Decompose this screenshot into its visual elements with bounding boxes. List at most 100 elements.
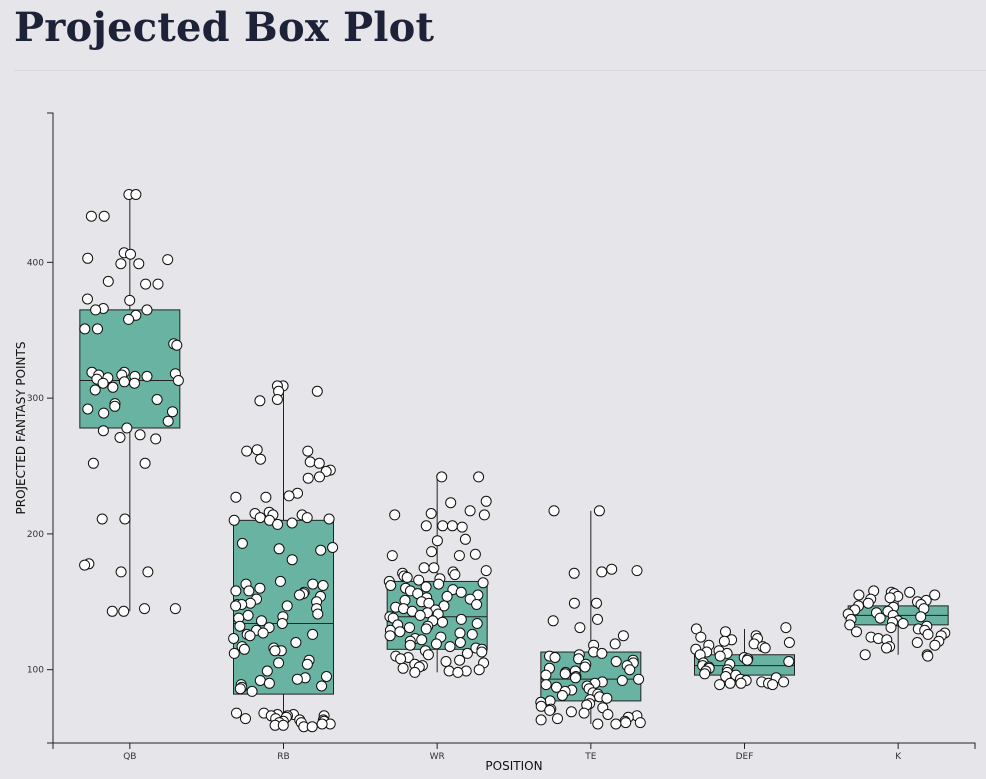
point-rb <box>228 647 240 659</box>
point-rb <box>277 719 289 731</box>
point-qb <box>123 313 135 325</box>
point-qb <box>98 407 110 419</box>
axes: 100 200 300 400 QB RB WR TE DEF K <box>27 112 976 762</box>
point-te <box>620 717 632 729</box>
point-wr <box>441 590 453 602</box>
point-wr <box>459 533 471 545</box>
point-qb <box>118 605 130 617</box>
point-wr <box>471 599 483 610</box>
point-qb <box>139 457 151 469</box>
data-points <box>79 189 951 733</box>
point-qb <box>140 278 152 290</box>
point-wr <box>477 577 489 589</box>
point-rb <box>260 491 272 503</box>
point-wr <box>473 664 485 676</box>
point-te <box>570 672 581 684</box>
point-rb <box>272 518 284 530</box>
point-rb <box>276 618 288 629</box>
point-qb <box>106 605 118 617</box>
x-tick-label-te: TE <box>584 752 596 762</box>
point-def <box>783 637 795 648</box>
point-rb <box>314 471 325 483</box>
point-qb <box>114 432 126 443</box>
y-axis-title: PROJECTED FANTASY POINTS <box>14 342 28 515</box>
point-rb <box>273 543 285 555</box>
point-rb <box>251 444 263 456</box>
point-qb <box>162 415 174 427</box>
point-def <box>699 668 711 680</box>
point-qb <box>167 406 178 418</box>
point-qb <box>97 377 109 389</box>
x-axis-line <box>52 742 976 749</box>
point-rb <box>301 512 313 524</box>
title-divider <box>14 70 986 71</box>
point-k <box>859 649 871 661</box>
point-qb <box>150 433 162 445</box>
point-te <box>634 717 646 729</box>
x-tick-label-k: K <box>895 752 902 762</box>
point-rb <box>307 578 319 590</box>
point-wr <box>440 656 452 667</box>
point-wr <box>446 520 458 532</box>
x-tick-label-qb: QB <box>123 752 136 762</box>
point-k <box>922 650 934 662</box>
point-rb <box>286 517 298 529</box>
point-wr <box>480 565 492 577</box>
point-te <box>579 661 591 673</box>
point-qb <box>162 254 174 266</box>
point-rb <box>317 580 329 591</box>
point-rb <box>263 677 275 689</box>
point-wr <box>452 666 464 678</box>
point-wr <box>454 637 466 648</box>
point-te <box>559 668 571 680</box>
point-qb <box>115 566 127 578</box>
point-wr <box>394 626 406 638</box>
point-def <box>780 622 792 634</box>
point-rb <box>312 608 324 620</box>
point-rb <box>254 512 266 524</box>
point-qb <box>107 381 119 393</box>
point-te <box>596 566 608 578</box>
point-rb <box>315 544 327 556</box>
point-k <box>904 586 916 598</box>
point-te <box>568 597 580 609</box>
point-te <box>602 709 614 720</box>
point-rb <box>327 542 339 553</box>
point-qb <box>82 403 94 415</box>
point-k <box>874 612 886 624</box>
point-wr <box>436 471 448 483</box>
point-te <box>552 713 563 725</box>
point-rb <box>238 643 250 655</box>
point-te <box>596 647 608 659</box>
point-wr <box>437 616 448 628</box>
point-rb <box>234 683 246 695</box>
point-rb <box>244 630 256 642</box>
point-wr <box>433 578 445 590</box>
point-te <box>544 704 556 716</box>
point-k <box>844 619 856 631</box>
point-te <box>540 669 552 681</box>
point-te <box>633 673 645 685</box>
point-wr <box>409 666 421 678</box>
point-wr <box>430 638 442 650</box>
point-k <box>853 589 865 601</box>
point-rb <box>234 620 246 632</box>
y-tick-label: 100 <box>27 666 44 676</box>
point-qb <box>82 252 94 264</box>
point-te <box>593 505 605 517</box>
point-k <box>911 637 923 648</box>
point-wr <box>397 662 409 674</box>
point-qb <box>171 339 183 351</box>
point-rb <box>230 585 242 597</box>
point-te <box>578 707 590 719</box>
point-wr <box>431 535 443 547</box>
point-rb <box>240 713 251 725</box>
point-wr <box>478 509 490 521</box>
point-rb <box>274 575 286 587</box>
x-axis-title: POSITION <box>485 759 542 773</box>
point-qb <box>79 559 91 571</box>
point-qb <box>118 376 130 388</box>
point-wr <box>476 646 488 658</box>
point-def <box>735 677 747 689</box>
point-rb <box>236 537 248 549</box>
